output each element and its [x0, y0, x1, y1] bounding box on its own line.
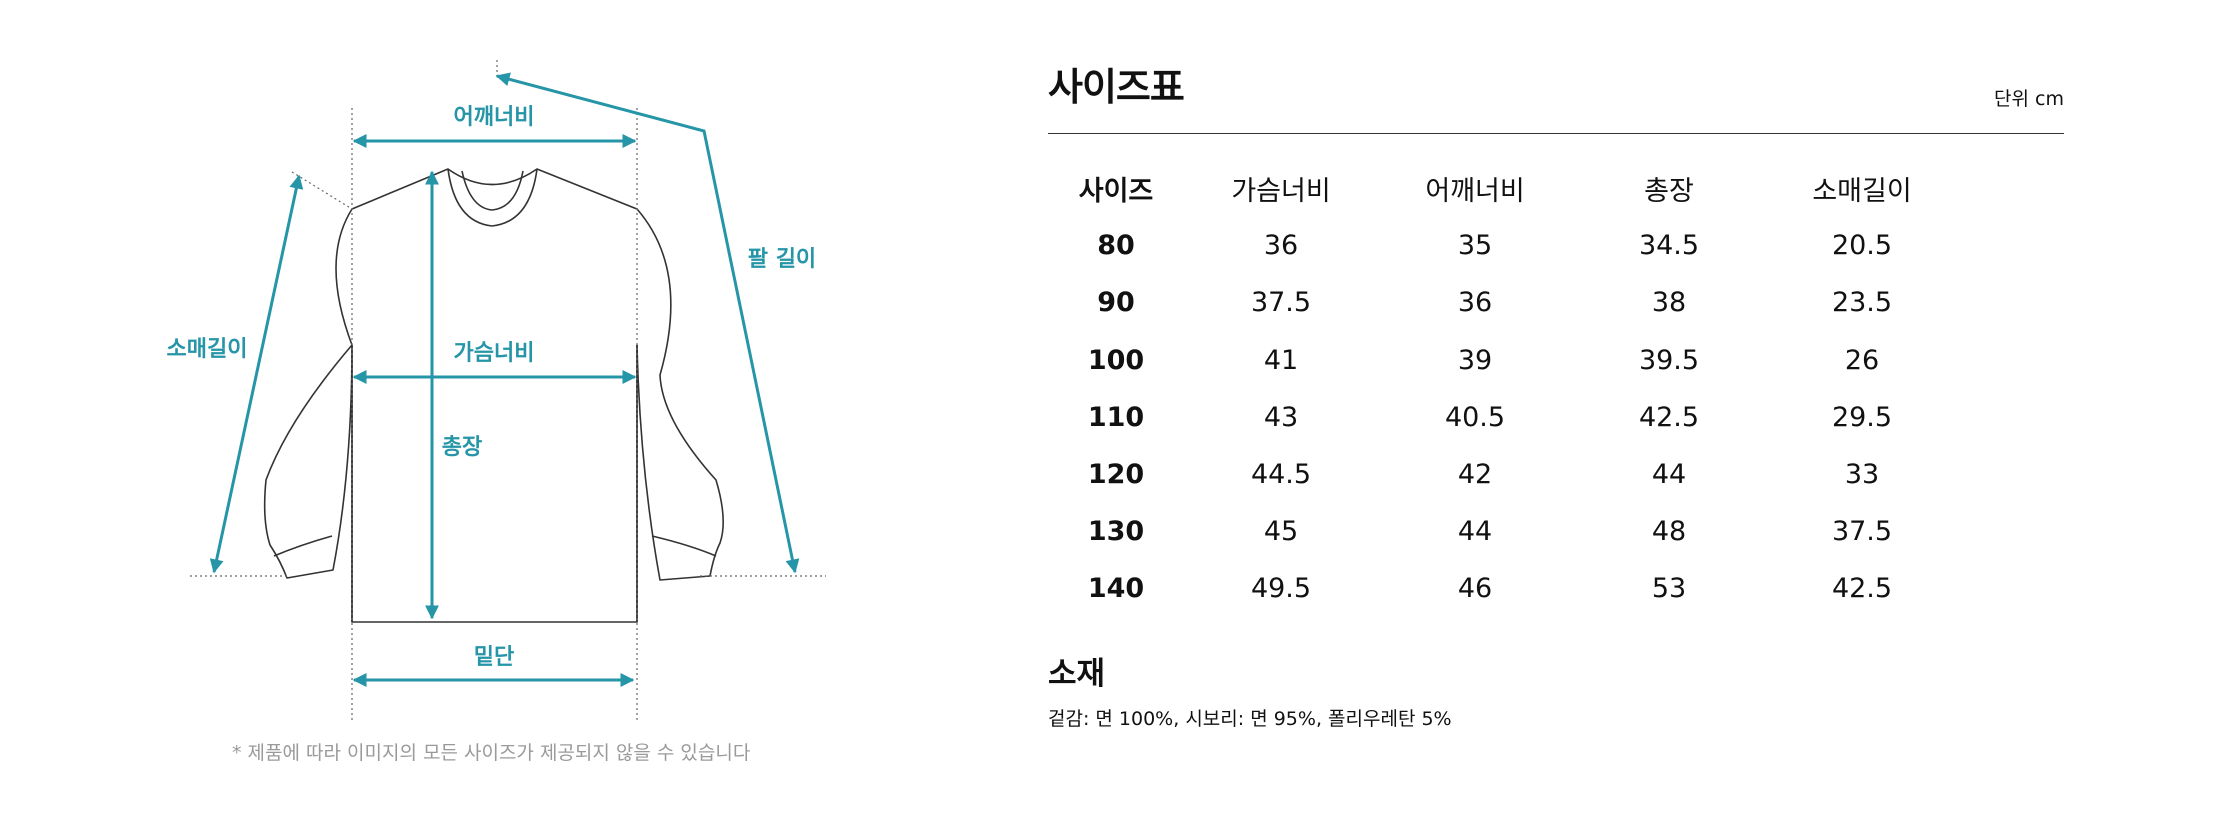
cell-size: 140: [1087, 573, 1145, 605]
table-row: 80 36 35 34.5 20.5: [1048, 217, 1958, 274]
cell-shoulder: 40.5: [1444, 401, 1506, 433]
table-row: 140 49.5 46 53 42.5: [1048, 560, 1958, 617]
hem-label: 밑단: [474, 645, 514, 670]
arm-arrow: [495, 72, 800, 574]
table-row: 100 41 39 39.5 26: [1048, 332, 1958, 389]
header-size: 사이즈: [1078, 176, 1154, 208]
cell-shoulder: 46: [1457, 573, 1493, 605]
cell-chest: 45: [1263, 516, 1299, 548]
unit-label: 단위 cm: [1994, 88, 2064, 110]
guide-lines: [190, 60, 826, 720]
length-label: 총장: [442, 435, 482, 460]
cell-size: 90: [1097, 287, 1135, 319]
cell-length: 38: [1651, 287, 1687, 319]
cell-shoulder: 39: [1457, 344, 1493, 376]
cell-length: 39.5: [1638, 344, 1700, 376]
cell-chest: 43: [1263, 401, 1299, 433]
cell-size: 80: [1097, 230, 1135, 262]
table-row: 110 43 40.5 42.5 29.5: [1048, 389, 1958, 446]
cell-length: 44: [1651, 459, 1687, 491]
size-chart-title: 사이즈표: [1048, 65, 1185, 109]
header-chest: 가슴너비: [1231, 176, 1331, 208]
divider: [1048, 133, 2064, 134]
cell-sleeve: 42.5: [1831, 573, 1893, 605]
measurement-arrows: [209, 72, 800, 687]
cell-sleeve: 29.5: [1831, 401, 1893, 433]
cell-chest: 44.5: [1250, 459, 1312, 491]
header-sleeve: 소매길이: [1812, 176, 1912, 208]
cell-chest: 36: [1263, 230, 1299, 262]
table-row: 120 44.5 42 44 33: [1048, 446, 1958, 503]
header-length: 총장: [1644, 176, 1694, 208]
cell-length: 48: [1651, 516, 1687, 548]
cell-sleeve: 26: [1844, 344, 1880, 376]
table-header-row: 사이즈 가슴너비 어깨너비 총장 소매길이: [1048, 160, 1958, 217]
shoulder-label: 어깨너비: [454, 105, 535, 130]
cell-length: 42.5: [1638, 401, 1700, 433]
cell-size: 130: [1087, 516, 1145, 548]
material-title: 소재: [1048, 656, 1106, 692]
table-row: 130 45 44 48 37.5: [1048, 503, 1958, 560]
cell-sleeve: 33: [1844, 459, 1880, 491]
cell-shoulder: 42: [1457, 459, 1493, 491]
cell-shoulder: 35: [1457, 230, 1493, 262]
garment-measurement-diagram: 어깨너비 팔 길이 소매길이 가슴너비 총장 밑단: [167, 60, 826, 720]
cell-sleeve: 20.5: [1831, 230, 1893, 262]
sleeve-label: 소매길이: [167, 337, 248, 362]
size-chart-panel: 사이즈표 단위 cm 사이즈 가슴너비 어깨너비 총장 소매길이 80 36 3…: [1048, 0, 2064, 836]
cell-size: 120: [1087, 459, 1145, 491]
table-row: 90 37.5 36 38 23.5: [1048, 274, 1958, 331]
cell-length: 53: [1651, 573, 1687, 605]
cell-chest: 49.5: [1250, 573, 1312, 605]
cell-length: 34.5: [1638, 230, 1700, 262]
cell-sleeve: 23.5: [1831, 287, 1893, 319]
material-text: 겉감: 면 100%, 시보리: 면 95%, 폴리우레탄 5%: [1048, 708, 1452, 730]
cell-shoulder: 44: [1457, 516, 1493, 548]
cell-chest: 41: [1263, 344, 1299, 376]
arm-label: 팔 길이: [748, 247, 816, 272]
size-table: 사이즈 가슴너비 어깨너비 총장 소매길이 80 36 35 34.5 20.5…: [1048, 160, 1958, 618]
cell-shoulder: 36: [1457, 287, 1493, 319]
cell-chest: 37.5: [1250, 287, 1312, 319]
cell-sleeve: 37.5: [1831, 516, 1893, 548]
sleeve-arrow: [209, 174, 304, 574]
cell-size: 110: [1087, 401, 1145, 433]
header-shoulder: 어깨너비: [1425, 176, 1525, 208]
shirt-outline: [263, 168, 724, 623]
cell-size: 100: [1087, 344, 1145, 376]
size-disclaimer-note: * 제품에 따라 이미지의 모든 사이즈가 제공되지 않을 수 있습니다: [232, 742, 751, 764]
chest-label: 가슴너비: [454, 341, 535, 366]
